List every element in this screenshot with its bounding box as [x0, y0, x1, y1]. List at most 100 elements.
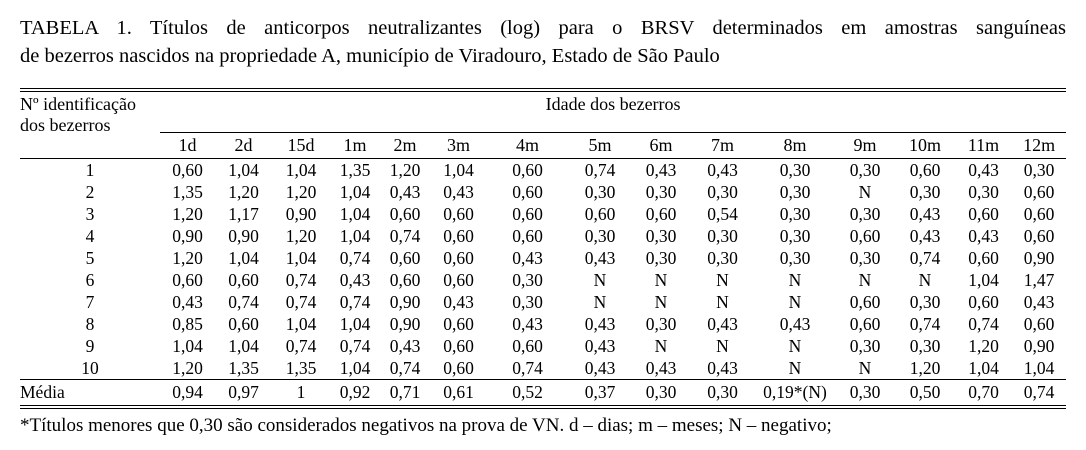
titer-cell: 1,04 [339, 225, 371, 246]
row-id-cell: 2 [85, 181, 95, 202]
summary-value-cell: 0,52 [487, 378, 568, 409]
titer-cell: 1,20 [172, 247, 203, 268]
titer-cell: 0,74 [968, 313, 999, 334]
titer-cell: 0,30 [779, 203, 811, 224]
titer-cell: 1,04 [1023, 357, 1055, 378]
titer-cell: 0,60 [443, 247, 474, 268]
titer-cell: 0,60 [228, 269, 259, 290]
titer-cell: 0,30 [707, 225, 738, 246]
titer-cell: 0,30 [584, 225, 616, 246]
antibody-titer-table: Nº identificação dos bezerros Idade dos … [20, 88, 1067, 409]
titer-cell: 0,43 [707, 313, 738, 334]
titer-cell: 0,30 [512, 291, 543, 312]
titer-cell: 1,20 [172, 357, 203, 378]
titer-cell: 0,60 [1023, 203, 1055, 224]
age-col-header: 9m [835, 132, 895, 159]
titer-cell: 0,43 [645, 357, 677, 378]
group-header-row: Nº identificação dos bezerros Idade dos … [20, 90, 1067, 159]
age-col-header: 1m [330, 132, 380, 159]
age-header-row: 1d 2d 15d 1m 2m 3m 4m 5m 6m 7m 8m 9m 10m 11m 12m [20, 132, 1067, 159]
titer-cell: 0,60 [389, 203, 421, 224]
titer-cell: 1,04 [285, 247, 317, 268]
titer-cell: 0,90 [1023, 247, 1055, 268]
age-col-header: 2d [215, 132, 272, 159]
titer-cell: 0,60 [228, 313, 259, 334]
titer-cell: 0,60 [512, 159, 543, 180]
footnote: *Títulos menores que 0,30 são considerad… [20, 414, 832, 436]
summary-value-cell: 0,97 [215, 378, 272, 409]
titer-cell: 0,30 [512, 269, 543, 290]
titer-cell: 0,43 [584, 247, 616, 268]
titer-cell: 0,60 [849, 313, 881, 334]
titer-cell: 1,20 [285, 225, 317, 246]
titer-cell: 1,35 [285, 357, 317, 378]
titer-cell: 1,04 [339, 181, 371, 202]
titer-cell: 0,74 [285, 335, 317, 356]
titer-cell: 0,74 [512, 357, 543, 378]
table-row: 8 0,85 0,60 1,04 1,04 0,90 0,60 0,43 0,43 0,30 0,4… [20, 313, 1066, 335]
summary-value-cell: 0,71 [380, 378, 430, 409]
titer-cell: 0,30 [849, 335, 881, 356]
titer-cell: 0,30 [779, 247, 811, 268]
titer-cell: 0,43 [909, 203, 941, 224]
age-col-header: 10m [895, 132, 955, 159]
titer-cell: 0,30 [779, 181, 811, 202]
col-group-header-idade: Idade dos bezerros [160, 90, 1067, 133]
titer-cell: N [716, 335, 729, 356]
row-id-cell: 4 [85, 225, 95, 246]
titer-cell: 0,30 [645, 313, 677, 334]
titer-cell: 1,04 [968, 269, 999, 290]
age-col-header: 1d [160, 132, 215, 159]
age-col-header: 8m [755, 132, 835, 159]
titer-cell: 0,30 [968, 181, 999, 202]
titer-cell: 0,43 [512, 313, 543, 334]
titer-cell: 0,43 [584, 335, 616, 356]
titer-cell: 0,74 [285, 291, 317, 312]
titer-cell: N [654, 335, 668, 356]
titer-cell: 1,20 [909, 357, 941, 378]
titer-cell: 0,60 [512, 225, 543, 246]
table-row: 9 1,04 1,04 0,74 0,74 0,43 0,60 0,60 0,43 N N N 0,30… [20, 335, 1066, 357]
age-col-header: 2m [380, 132, 430, 159]
titer-cell: 1,04 [228, 335, 259, 356]
titer-cell: 0,60 [968, 291, 999, 312]
titer-cell: N [788, 291, 802, 312]
titer-cell: 1,04 [339, 357, 371, 378]
titer-cell: 1,04 [968, 357, 999, 378]
titer-cell: 1,35 [339, 159, 371, 180]
titer-cell: 0,74 [584, 159, 616, 180]
titer-cell: 0,60 [849, 291, 881, 312]
titer-cell: 0,90 [285, 203, 317, 224]
titer-cell: N [716, 269, 729, 290]
row-id-cell: 1 [85, 159, 95, 180]
titer-cell: 0,90 [389, 313, 421, 334]
titer-cell: 0,90 [172, 225, 203, 246]
row-id-cell: 8 [85, 313, 95, 334]
age-col-header: 15d [272, 132, 330, 159]
row-id-cell: 6 [85, 269, 95, 290]
row-id-cell: 9 [85, 335, 95, 356]
titer-cell: 1,04 [228, 159, 259, 180]
titer-cell: N [654, 291, 668, 312]
titer-cell: 0,30 [645, 181, 677, 202]
titer-cell: 0,30 [1023, 159, 1055, 180]
titer-cell: 0,74 [285, 269, 317, 290]
table-summary: Média 0,94 0,97 1 0,92 0,71 0,61 0,52 0,37 0,30 0,… [20, 378, 1067, 409]
age-col-header: 7m [690, 132, 755, 159]
table-row: 2 1,35 1,20 1,20 1,04 0,43 0,43 0,60 0,30 0,30 0,3… [20, 181, 1066, 203]
titer-cell: 0,43 [1023, 291, 1055, 312]
age-col-header: 6m [632, 132, 690, 159]
titer-cell: 1,47 [1023, 269, 1055, 290]
titer-cell: 0,60 [512, 203, 543, 224]
titer-cell: 1,20 [172, 203, 203, 224]
titer-cell: 0,60 [389, 247, 421, 268]
summary-value-cell: 0,30 [690, 378, 755, 409]
summary-row: Média 0,94 0,97 1 0,92 0,71 0,61 0,52 0,37 0,30 0,… [20, 378, 1067, 409]
table-header: Nº identificação dos bezerros Idade dos … [20, 90, 1067, 159]
table-row: 3 1,20 1,17 0,90 1,04 0,60 0,60 0,60 0,60 0,60 0,5… [20, 203, 1066, 225]
table-title: TABELA 1. Títulos de anticorpos neutrali… [20, 14, 1066, 70]
titer-cell: 0,60 [968, 247, 999, 268]
titer-cell: 0,43 [389, 335, 421, 356]
titer-cell: N [654, 269, 668, 290]
